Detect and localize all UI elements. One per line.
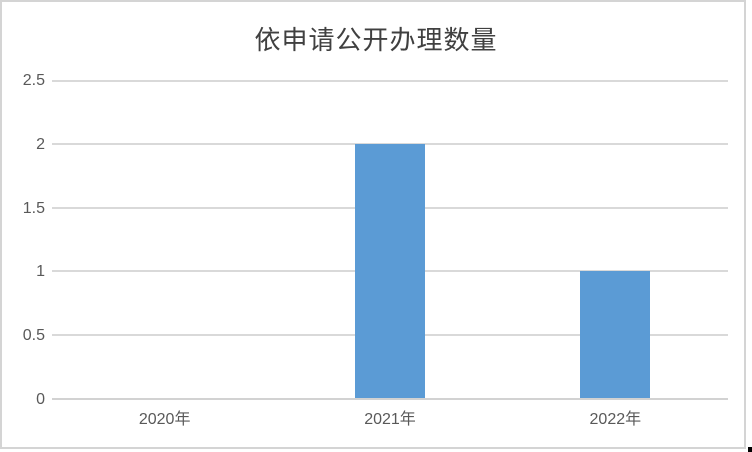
chart-title: 依申请公开办理数量 [254,26,498,56]
y-axis-tick-label: 2 [36,135,45,153]
y-axis: 0 0.5 1 1.5 2 2.5 [0,73,45,408]
y-axis-tick-label: 2.5 [22,72,45,89]
y-axis-tick-label: 1 [36,263,45,281]
bar-2022年 [580,271,651,398]
plot-area [52,80,728,400]
y-axis-tick-label: 1.5 [22,199,45,217]
y-axis-tick-label: 0 [36,391,45,408]
x-axis-tick-label: 2021年 [364,411,416,428]
x-axis-tick-label: 2020年 [138,411,191,428]
bar-2021年 [355,144,425,398]
y-axis-tick-label: 0.5 [22,327,45,345]
border-corner-mark [748,447,752,452]
x-axis-tick-label: 2022年 [589,411,642,428]
gridline [52,80,728,82]
x-axis: 2020年 2021年 2022年 [52,410,728,430]
